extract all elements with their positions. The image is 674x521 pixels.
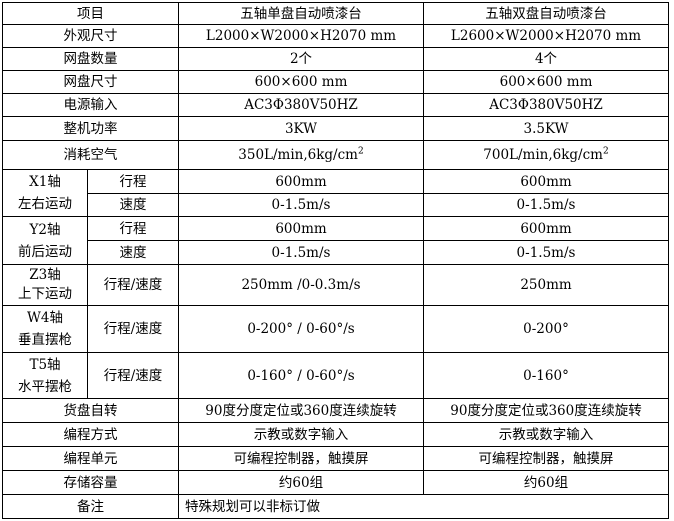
superscript: 2 — [602, 146, 609, 157]
axis-label: Z3轴上下运动 — [2, 264, 88, 306]
cell-b: 700L/min,6kg/cm2 — [423, 140, 669, 170]
cell-b: 0-160° — [423, 352, 669, 399]
header-row: 项目 五轴单盘自动喷漆台 五轴双盘自动喷漆台 — [2, 2, 669, 25]
note-row: 备注 特殊规划可以非标订做 — [2, 494, 669, 519]
row-label: 编程单元 — [2, 446, 179, 471]
cell-b: 示教或数字输入 — [423, 422, 669, 447]
cell-a: 0-160° / 0-60°/s — [178, 352, 424, 399]
sub-label: 速度 — [87, 193, 179, 217]
row-label: 电源输入 — [2, 93, 179, 117]
sub-label: 速度 — [87, 240, 179, 265]
cell-b: L2600×W2000×H2070 mm — [423, 24, 669, 48]
sub-label: 行程/速度 — [87, 305, 179, 353]
cell-b: 4个 — [423, 47, 669, 71]
sub-label: 行程 — [87, 169, 179, 194]
cell-b: 0-1.5m/s — [423, 240, 669, 265]
header-item: 项目 — [2, 2, 179, 25]
cell-b: AC3Φ380V50HZ — [423, 93, 669, 117]
sub-label: 行程/速度 — [87, 352, 179, 399]
cell-b: 可编程控制器，触摸屏 — [423, 446, 669, 471]
row-label: 消耗空气 — [2, 140, 179, 170]
axis-motion: 上下运动 — [18, 286, 72, 302]
cell-a: 0-1.5m/s — [178, 193, 424, 217]
cell-b: 90度分度定位或360度连续旋转 — [423, 398, 669, 423]
axis-name: X1轴 — [29, 174, 61, 190]
cell-a: 600mm — [178, 169, 424, 194]
table-row: 货盘自转 90度分度定位或360度连续旋转 90度分度定位或360度连续旋转 — [2, 398, 669, 423]
axis-label: Y2轴前后运动 — [2, 216, 88, 265]
axis-label: X1轴左右运动 — [2, 169, 88, 217]
row-label: 编程方式 — [2, 422, 179, 447]
axis-motion: 水平摆枪 — [18, 378, 72, 395]
cell-a: 350L/min,6kg/cm2 — [178, 140, 424, 170]
cell-b: 600mm — [423, 216, 669, 241]
cell-a: 90度分度定位或360度连续旋转 — [178, 398, 424, 423]
table-row: 网盘尺寸 600×600 mm 600×600 mm — [2, 70, 669, 94]
cell-a: L2000×W2000×H2070 mm — [178, 24, 424, 48]
axis-motion: 左右运动 — [18, 196, 72, 212]
axis-name: Z3轴 — [29, 267, 61, 283]
table-row: 编程方式 示教或数字输入 示教或数字输入 — [2, 422, 669, 447]
table-row: 电源输入 AC3Φ380V50HZ AC3Φ380V50HZ — [2, 93, 669, 117]
axis-label: W4轴垂直摆枪 — [2, 305, 88, 353]
cell-b: 250mm — [423, 264, 669, 306]
sub-label: 行程/速度 — [87, 264, 179, 306]
cell-b: 600×600 mm — [423, 70, 669, 94]
table-row: T5轴水平摆枪 行程/速度 0-160° / 0-60°/s 0-160° — [2, 352, 669, 399]
air-value-b: 700L/min,6kg/cm — [483, 147, 603, 163]
axis-name: W4轴 — [27, 310, 63, 326]
table-row: 编程单元 可编程控制器，触摸屏 可编程控制器，触摸屏 — [2, 446, 669, 471]
row-label: 整机功率 — [2, 116, 179, 141]
table-row: Z3轴上下运动 行程/速度 250mm /0-0.3m/s 250mm — [2, 264, 669, 306]
row-label: 外观尺寸 — [2, 24, 179, 48]
cell-a: 3KW — [178, 116, 424, 141]
row-label: 存储容量 — [2, 470, 179, 495]
table-row: 外观尺寸 L2000×W2000×H2070 mm L2600×W2000×H2… — [2, 24, 669, 48]
table-row: 存储容量 约60组 约60组 — [2, 470, 669, 495]
superscript: 2 — [357, 146, 364, 157]
cell-b: 0-1.5m/s — [423, 193, 669, 217]
header-model-a: 五轴单盘自动喷漆台 — [178, 2, 424, 25]
axis-label: T5轴水平摆枪 — [2, 352, 88, 399]
axis-name: Y2轴 — [29, 221, 61, 238]
row-label: 网盘数量 — [2, 47, 179, 71]
table-row: 整机功率 3KW 3.5KW — [2, 116, 669, 141]
table-row: W4轴垂直摆枪 行程/速度 0-200° / 0-60°/s 0-200° — [2, 305, 669, 353]
row-label: 网盘尺寸 — [2, 70, 179, 94]
table-row: 消耗空气 350L/min,6kg/cm2 700L/min,6kg/cm2 — [2, 140, 669, 170]
table-row: 速度 0-1.5m/s 0-1.5m/s — [3, 240, 669, 265]
cell-a: 可编程控制器，触摸屏 — [178, 446, 424, 471]
table-row: Y2轴前后运动 行程 600mm 600mm — [2, 216, 669, 265]
cell-a: 250mm /0-0.3m/s — [178, 264, 424, 306]
row-label: 货盘自转 — [2, 398, 179, 423]
cell-a: 600mm — [178, 216, 424, 241]
cell-a: 示教或数字输入 — [178, 422, 424, 447]
header-model-b: 五轴双盘自动喷漆台 — [423, 2, 669, 25]
cell-b: 3.5KW — [423, 116, 669, 141]
cell-a: AC3Φ380V50HZ — [178, 93, 424, 117]
axis-motion: 前后运动 — [18, 243, 72, 260]
table-row: X1轴左右运动 行程 600mm 600mm — [2, 169, 669, 217]
cell-a: 0-1.5m/s — [178, 240, 424, 265]
table-row: 网盘数量 2个 4个 — [2, 47, 669, 71]
air-value-a: 350L/min,6kg/cm — [238, 147, 358, 163]
cell-b: 约60组 — [423, 470, 669, 495]
note-label: 备注 — [2, 494, 179, 519]
sub-label: 行程 — [87, 216, 179, 241]
cell-a: 600×600 mm — [178, 70, 424, 94]
cell-a: 2个 — [178, 47, 424, 71]
cell-a: 约60组 — [178, 470, 424, 495]
axis-motion: 垂直摆枪 — [18, 332, 72, 348]
table-row: 速度 0-1.5m/s 0-1.5m/s — [3, 193, 669, 217]
cell-b: 600mm — [423, 169, 669, 194]
axis-name: T5轴 — [29, 356, 61, 373]
cell-a: 0-200° / 0-60°/s — [178, 305, 424, 353]
cell-b: 0-200° — [423, 305, 669, 353]
note-value: 特殊规划可以非标订做 — [178, 494, 669, 519]
